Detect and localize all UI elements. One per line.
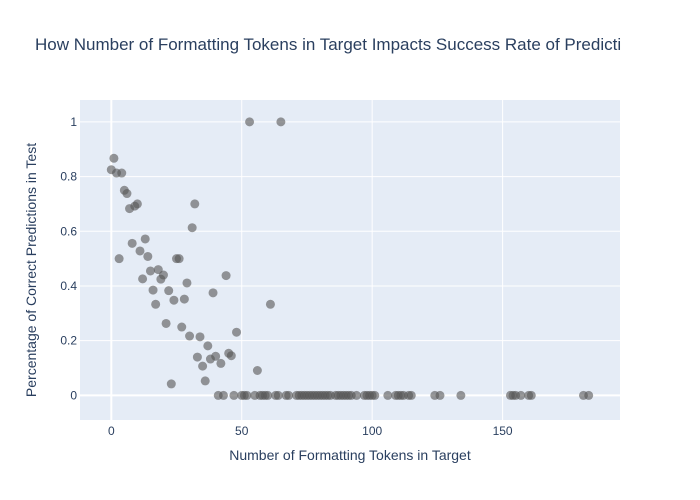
scatter-point[interactable]	[195, 332, 205, 342]
scatter-point[interactable]	[143, 251, 153, 261]
scatter-point[interactable]	[190, 199, 200, 209]
scatter-point[interactable]	[148, 285, 158, 295]
scatter-point[interactable]	[166, 379, 176, 389]
scatter-point[interactable]	[218, 390, 228, 400]
data-points	[106, 117, 594, 400]
scatter-point[interactable]	[265, 299, 275, 309]
scatter-point[interactable]	[140, 234, 150, 244]
scatter-point[interactable]	[263, 390, 273, 400]
scatter-point[interactable]	[138, 274, 148, 284]
scatter-point[interactable]	[145, 266, 155, 276]
scatter-point[interactable]	[174, 254, 184, 264]
scatter-point[interactable]	[135, 246, 145, 256]
y-tick-label: 0	[70, 388, 77, 402]
scatter-point[interactable]	[151, 299, 161, 309]
scatter-point[interactable]	[114, 254, 124, 264]
scatter-point[interactable]	[526, 390, 536, 400]
scatter-point[interactable]	[203, 341, 213, 351]
scatter-point[interactable]	[456, 390, 466, 400]
scatter-point[interactable]	[252, 365, 262, 375]
x-tick-label: 100	[362, 424, 382, 438]
scatter-point[interactable]	[276, 117, 286, 127]
scatter-point[interactable]	[216, 358, 226, 368]
y-tick-label: 1	[70, 115, 77, 129]
scatter-point[interactable]	[177, 322, 187, 332]
scatter-point[interactable]	[179, 294, 189, 304]
scatter-point[interactable]	[226, 351, 236, 361]
scatter-point[interactable]	[122, 189, 132, 199]
scatter-point[interactable]	[169, 295, 179, 305]
gridlines	[80, 100, 620, 420]
scatter-point[interactable]	[198, 361, 208, 371]
scatter-point[interactable]	[127, 238, 137, 248]
scatter-point[interactable]	[192, 352, 202, 362]
scatter-point[interactable]	[273, 390, 283, 400]
scatter-point[interactable]	[161, 318, 171, 328]
scatter-point[interactable]	[352, 390, 362, 400]
scatter-point[interactable]	[370, 390, 380, 400]
scatter-point[interactable]	[117, 168, 127, 178]
scatter-point[interactable]	[158, 270, 168, 280]
x-axis-title: Number of Formatting Tokens in Target	[229, 447, 471, 463]
scatter-point[interactable]	[435, 390, 445, 400]
scatter-point[interactable]	[383, 390, 393, 400]
x-tick-label: 150	[493, 424, 513, 438]
chart-title: How Number of Formatting Tokens in Targe…	[35, 35, 621, 54]
scatter-point[interactable]	[164, 286, 174, 296]
scatter-point[interactable]	[211, 351, 221, 361]
y-tick-label: 0.4	[60, 279, 77, 293]
scatter-point[interactable]	[242, 390, 252, 400]
y-tick-label: 0.6	[60, 224, 77, 238]
scatter-point[interactable]	[187, 223, 197, 233]
scatter-point[interactable]	[229, 390, 239, 400]
scatter-point[interactable]	[284, 390, 294, 400]
scatter-point[interactable]	[185, 331, 195, 341]
y-axis-title: Percentage of Correct Predictions in Tes…	[23, 143, 39, 397]
x-tick-label: 50	[235, 424, 249, 438]
plot-area	[80, 100, 620, 420]
scatter-point[interactable]	[221, 271, 231, 281]
scatter-point[interactable]	[406, 390, 416, 400]
scatter-point[interactable]	[232, 327, 242, 337]
y-tick-label: 0.8	[60, 170, 77, 184]
scatter-point[interactable]	[182, 278, 192, 288]
scatter-point[interactable]	[584, 390, 594, 400]
y-tick-label: 0.2	[60, 334, 77, 348]
scatter-point[interactable]	[109, 153, 119, 163]
scatter-point[interactable]	[200, 376, 210, 386]
scatter-point[interactable]	[208, 288, 218, 298]
x-tick-label: 0	[108, 424, 115, 438]
tick-labels: 0 50 100 150 0 0.2 0.4 0.6 0.8 1	[60, 115, 513, 438]
scatter-point[interactable]	[245, 117, 255, 127]
scatter-point[interactable]	[132, 199, 142, 209]
scatter-point[interactable]	[516, 390, 526, 400]
